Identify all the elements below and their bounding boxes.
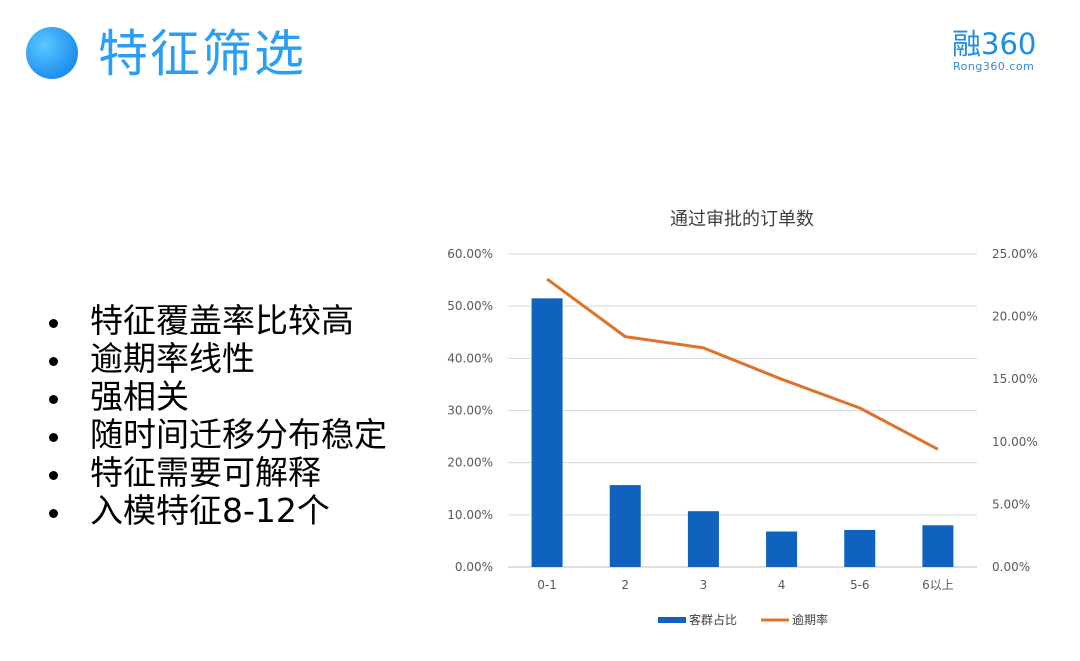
bar	[766, 531, 798, 567]
x-tick-label: 6以上	[922, 578, 954, 592]
logo-main-text: 融360	[952, 27, 1037, 61]
line-series	[546, 277, 939, 451]
combo-chart: 通过审批的订单数 0.00%10.00%20.00%30.00%40.00%50…	[447, 209, 1038, 627]
bar	[609, 485, 641, 567]
left-tick-label: 40.00%	[447, 351, 493, 365]
chart-title: 通过审批的订单数	[670, 209, 814, 230]
bullet-item: 随时间迁移分布稳定	[40, 416, 400, 453]
title-bullet-dot	[26, 27, 78, 79]
right-tick-label: 10.00%	[992, 435, 1038, 449]
x-tick-label: 3	[700, 578, 708, 592]
chart-legend: 客群占比 逾期率	[658, 612, 828, 627]
bar-series	[531, 298, 954, 567]
left-tick-label: 60.00%	[447, 247, 493, 261]
x-axis: 0-1 2 3 4 5-6 6以上	[537, 578, 953, 592]
bar	[687, 511, 719, 567]
rong360-logo: 融360 Rong360.com	[952, 26, 1052, 78]
series-line	[546, 277, 939, 451]
bar	[922, 525, 954, 567]
right-tick-label: 15.00%	[992, 372, 1038, 386]
bullet-item: 逾期率线性	[40, 340, 400, 377]
x-tick-label: 4	[778, 578, 786, 592]
bullet-item: 入模特征8-12个	[40, 492, 400, 529]
bar	[531, 298, 563, 567]
bar	[844, 529, 876, 567]
left-tick-label: 10.00%	[447, 508, 493, 522]
bullet-list: 特征覆盖率比较高 逾期率线性 强相关 随时间迁移分布稳定 特征需要可解释 入模特…	[40, 302, 400, 530]
right-tick-label: 20.00%	[992, 310, 1038, 324]
left-axis: 0.00% 10.00% 20.00% 30.00% 40.00% 50.00% 60.00…	[447, 247, 493, 574]
legend-swatch-bar	[658, 617, 686, 623]
right-tick-label: 5.00%	[992, 497, 1030, 511]
left-tick-label: 20.00%	[447, 456, 493, 470]
bullet-item: 强相关	[40, 378, 400, 415]
page-title: 特征筛选	[98, 25, 306, 83]
left-tick-label: 30.00%	[447, 404, 493, 418]
x-tick-label: 0-1	[537, 578, 557, 592]
legend-label: 逾期率	[792, 612, 828, 627]
right-tick-label: 25.00%	[992, 247, 1038, 261]
right-axis: 0.00% 5.00% 10.00% 15.00% 20.00% 25.00%	[992, 247, 1038, 574]
x-tick-label: 2	[621, 578, 629, 592]
right-tick-label: 0.00%	[992, 560, 1030, 574]
legend-label: 客群占比	[689, 612, 737, 627]
bullet-item: 特征覆盖率比较高	[40, 302, 400, 339]
x-tick-label: 5-6	[850, 578, 870, 592]
left-tick-label: 50.00%	[447, 299, 493, 313]
left-tick-label: 0.00%	[455, 560, 493, 574]
bullet-item: 特征需要可解释	[40, 454, 400, 491]
logo-sub-text: Rong360.com	[953, 60, 1035, 73]
